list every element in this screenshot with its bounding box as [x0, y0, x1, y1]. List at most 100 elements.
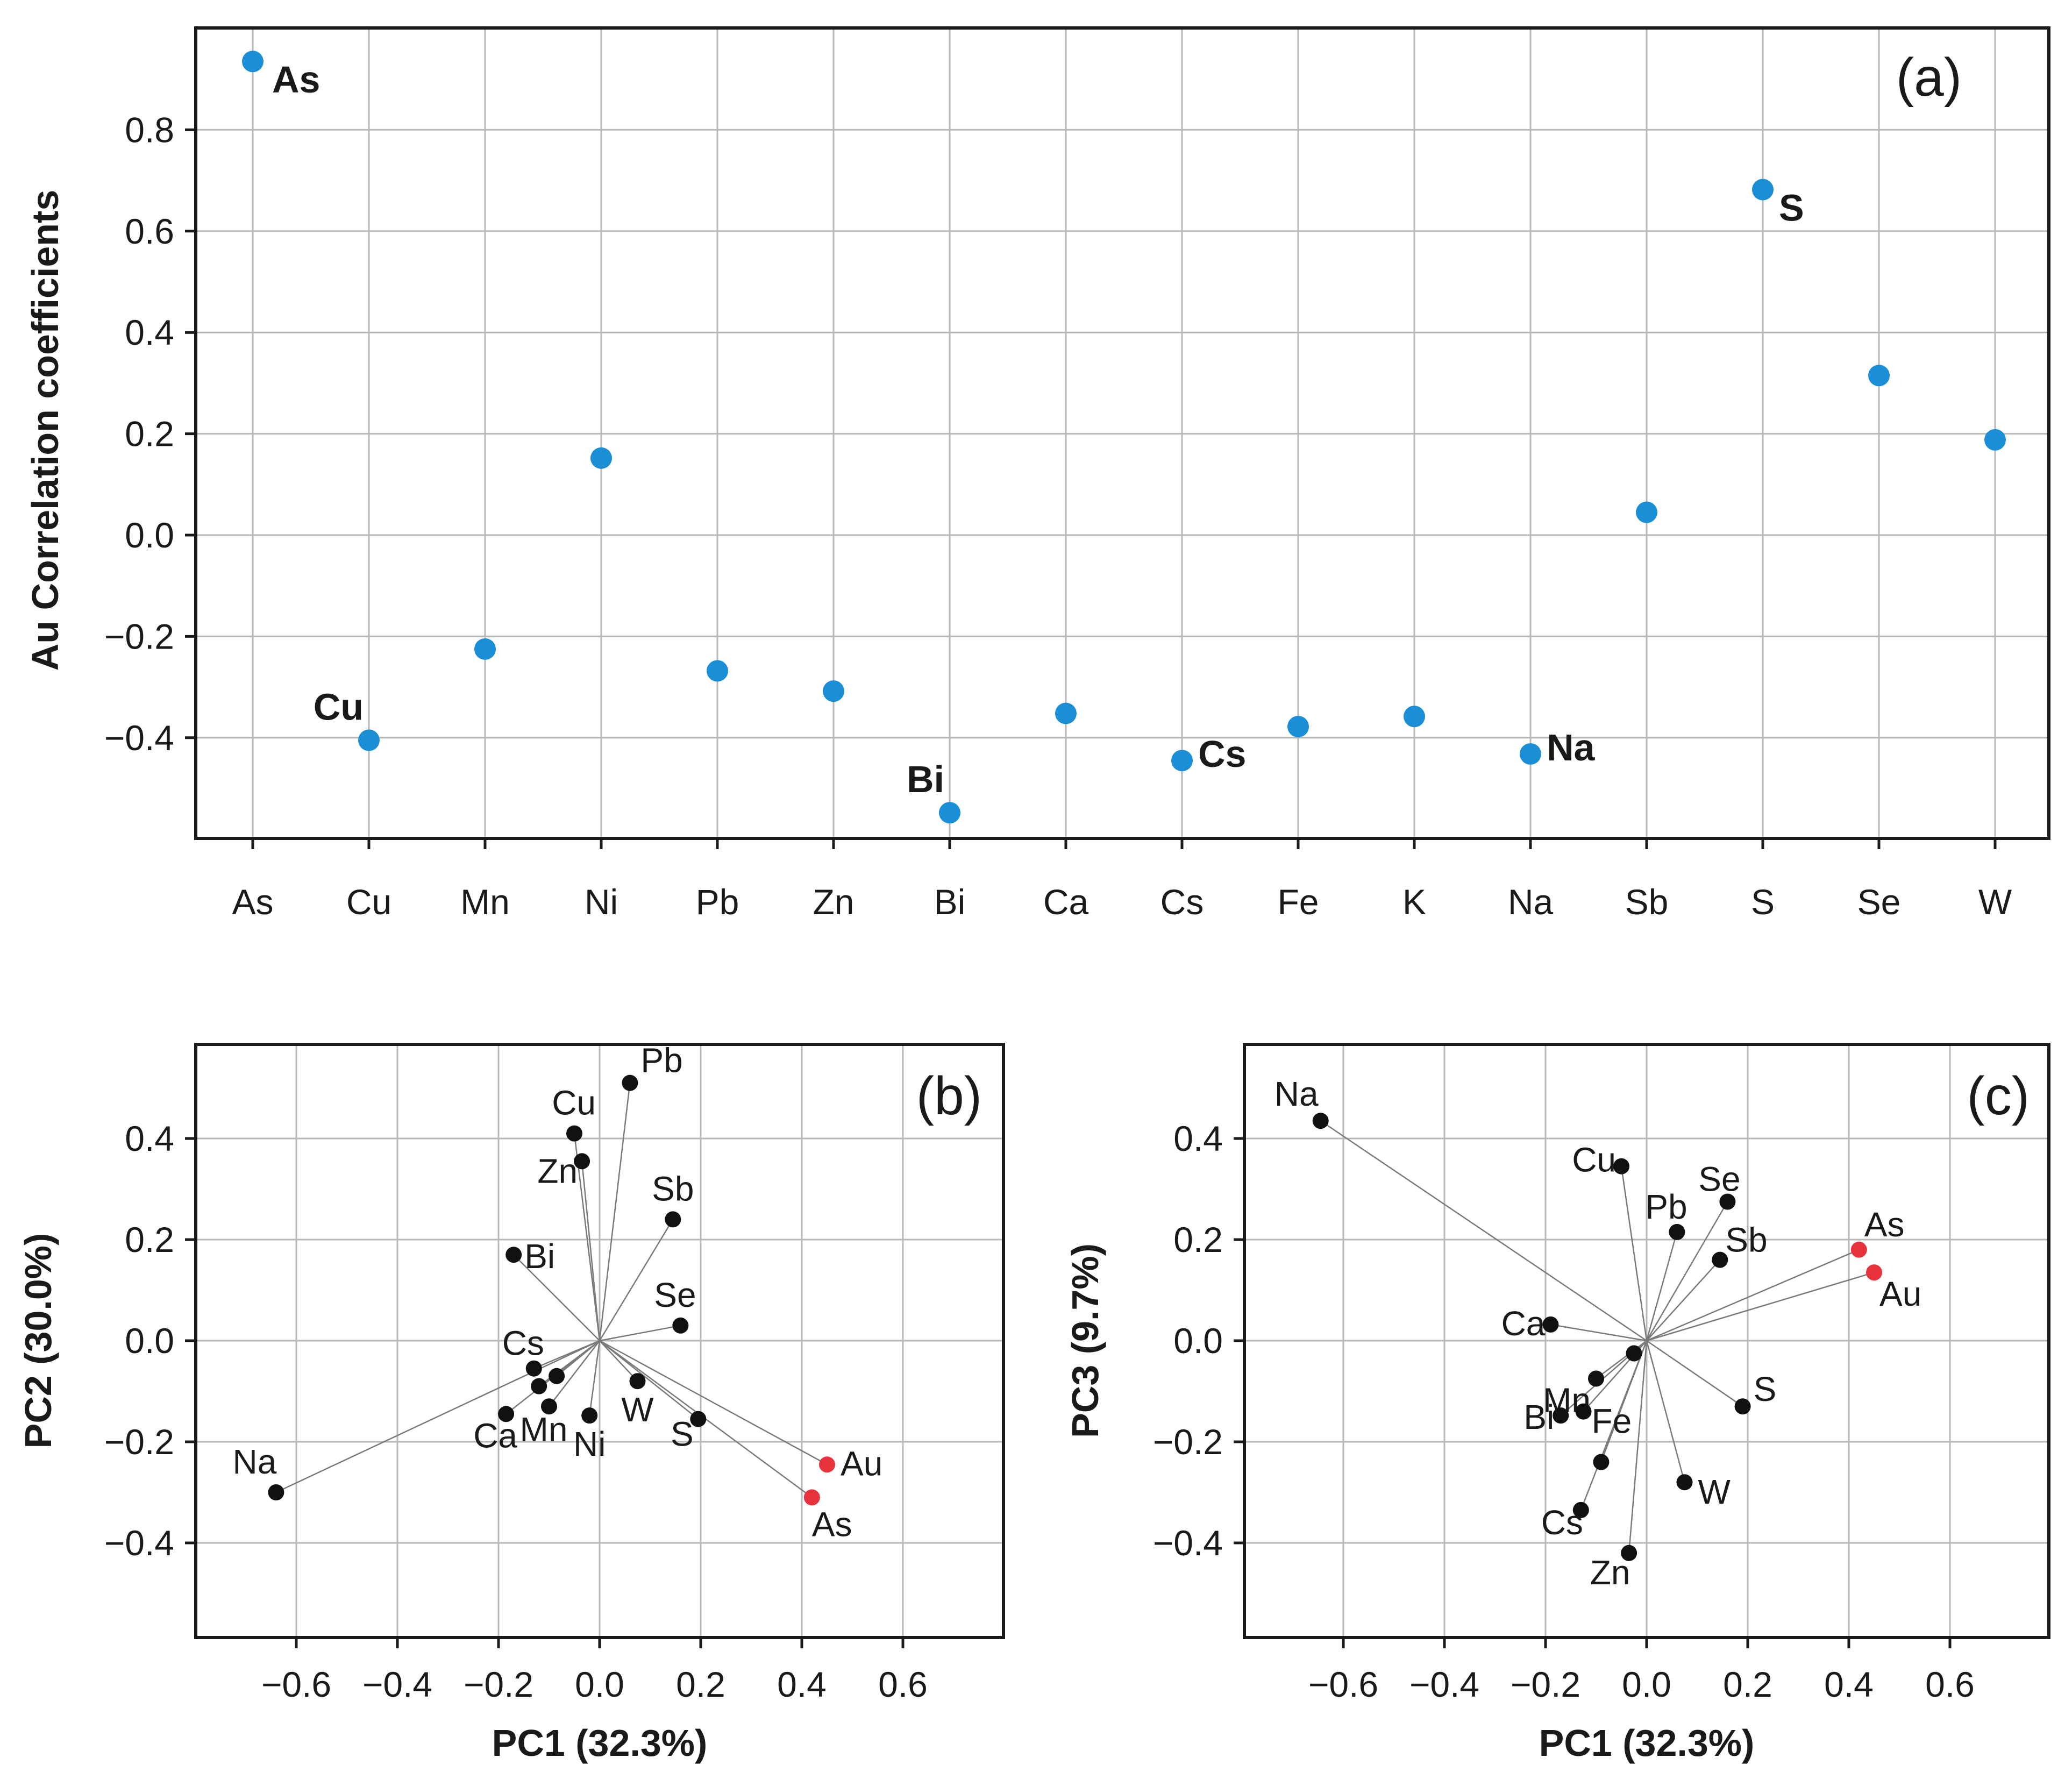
c-point-na — [1312, 1113, 1329, 1129]
b-label-cu: Cu — [552, 1084, 596, 1122]
c-label-sb: Sb — [1725, 1221, 1767, 1259]
c-vector-cu — [1620, 1166, 1648, 1341]
b-vector-s — [599, 1340, 699, 1420]
panel-a-ytick-label: 0.8 — [125, 110, 174, 150]
panel-b-tag: (b) — [916, 1066, 982, 1126]
panel-c-tag: (c) — [1967, 1066, 2030, 1126]
panel-a-point-pb — [707, 660, 728, 682]
b-label-ni: Ni — [573, 1425, 606, 1463]
panel-a-point-bi — [939, 802, 960, 824]
b-point-cu — [566, 1125, 582, 1142]
b-vector-au — [599, 1340, 828, 1465]
c-label-ca: Ca — [1501, 1304, 1546, 1343]
b-xtick-label: −0.2 — [464, 1664, 533, 1704]
b-label-bi: Bi — [524, 1237, 555, 1276]
c-label-na: Na — [1274, 1074, 1319, 1113]
c-label-se: Se — [1698, 1160, 1740, 1199]
b-ytick-label: 0.2 — [125, 1220, 174, 1259]
b-ytick-label: 0.0 — [125, 1321, 174, 1361]
b-vector-na — [275, 1340, 600, 1493]
c-xtick-label: −0.2 — [1511, 1664, 1580, 1704]
c-point-unlabeled-13 — [1593, 1454, 1610, 1470]
b-point-zn — [574, 1153, 590, 1170]
c-point-s — [1734, 1398, 1751, 1415]
b-vector-se — [599, 1325, 681, 1342]
panel-b-frame — [194, 1043, 1005, 1639]
b-xtick-label: 0.6 — [878, 1664, 928, 1704]
panel-a-xtick-label: Se — [1857, 882, 1901, 922]
panel-a-point-ca — [1055, 702, 1077, 724]
c-xtick-label: 0.6 — [1925, 1664, 1975, 1704]
panel-a-xtick-label: As — [232, 882, 273, 922]
c-xtick-label: 0.0 — [1622, 1664, 1671, 1704]
b-vector-w — [599, 1340, 638, 1382]
b-ytick-label: −0.4 — [104, 1523, 174, 1563]
b-xtick-label: 0.2 — [676, 1664, 725, 1704]
c-vector-au — [1646, 1271, 1875, 1342]
b-ytick-label: −0.2 — [104, 1422, 174, 1462]
panel-a-ytick-label: 0.0 — [125, 515, 174, 555]
c-label-cu: Cu — [1572, 1141, 1616, 1179]
b-point-pb — [622, 1074, 638, 1091]
c-ytick-label: 0.2 — [1173, 1220, 1223, 1259]
panel-a-correlation: As Cu Bi Cs Na S As Cu Mn Ni Pb Zn Bi Ca Cs Fe K Na Sb S Se… — [24, 26, 2050, 922]
panel-a-point-s — [1752, 179, 1774, 201]
b-point-as — [803, 1489, 820, 1506]
panel-a-point-sb — [1636, 501, 1657, 523]
panel-a-ylabel: Au Correlation coefficients — [24, 190, 66, 671]
c-label-w: W — [1698, 1472, 1731, 1511]
b-label-s: S — [671, 1415, 694, 1454]
b-point-au — [819, 1456, 835, 1473]
panel-a-ytick-label: −0.4 — [104, 718, 174, 758]
c-label-fe: Fe — [1592, 1402, 1632, 1441]
panel-a-xtick-label: Zn — [813, 882, 854, 922]
b-point-s — [690, 1411, 707, 1427]
b-label-ca: Ca — [473, 1416, 517, 1455]
c-point-ca — [1542, 1316, 1559, 1333]
b-point-unlabeled-8 — [531, 1378, 547, 1394]
c-vector-na — [1320, 1120, 1647, 1342]
c-label-cs: Cs — [1541, 1503, 1583, 1542]
b-xtick-label: −0.6 — [261, 1664, 331, 1704]
c-xtick-label: 0.2 — [1723, 1664, 1772, 1704]
c-point-zn — [1621, 1545, 1637, 1561]
c-point-mn — [1588, 1370, 1604, 1387]
c-point-fe — [1575, 1403, 1592, 1420]
b-point-se — [672, 1317, 689, 1334]
b-point-w — [629, 1373, 646, 1390]
panel-a-xtick-label: W — [1978, 882, 2012, 922]
b-xtick-label: 0.0 — [575, 1664, 624, 1704]
c-ytick-label: −0.2 — [1153, 1422, 1223, 1462]
panel-a-point-k — [1404, 706, 1425, 728]
panel-a-xtick-label: Bi — [934, 882, 966, 922]
c-point-bi — [1553, 1407, 1569, 1424]
panel-a-ytick-label: 0.4 — [125, 312, 174, 352]
panel-a-point-as — [242, 51, 264, 73]
b-ytick-label: 0.4 — [125, 1119, 174, 1158]
panel-a-point-zn — [823, 680, 844, 702]
panel-a-frame — [194, 26, 2050, 840]
c-label-au: Au — [1879, 1275, 1921, 1313]
c-ytick-label: 0.4 — [1173, 1119, 1223, 1158]
b-point-cs — [525, 1360, 542, 1377]
panel-a-ytick-label: 0.2 — [125, 414, 174, 454]
panel-a-point-cs — [1171, 750, 1193, 772]
b-vector-sb — [599, 1219, 674, 1341]
panel-a-annotation-na: Na — [1547, 727, 1596, 768]
panel-a-point-fe — [1287, 716, 1309, 738]
c-vector-w — [1646, 1340, 1685, 1483]
b-label-sb: Sb — [652, 1169, 694, 1208]
panel-c-xlabel: PC1 (32.3%) — [1539, 1722, 1755, 1764]
panel-a-ytick-label: 0.6 — [125, 211, 174, 251]
b-label-na: Na — [232, 1442, 276, 1481]
panel-a-annotation-bi: Bi — [907, 758, 944, 800]
b-label-w: W — [621, 1390, 654, 1429]
c-label-s: S — [1754, 1370, 1777, 1408]
panel-a-xtick-label: Ca — [1043, 882, 1089, 922]
b-vector-pb — [599, 1083, 631, 1341]
panel-a-xtick-label: S — [1751, 882, 1775, 922]
panel-a-xtick-label: K — [1402, 882, 1426, 922]
c-vector-zn — [1628, 1340, 1648, 1553]
